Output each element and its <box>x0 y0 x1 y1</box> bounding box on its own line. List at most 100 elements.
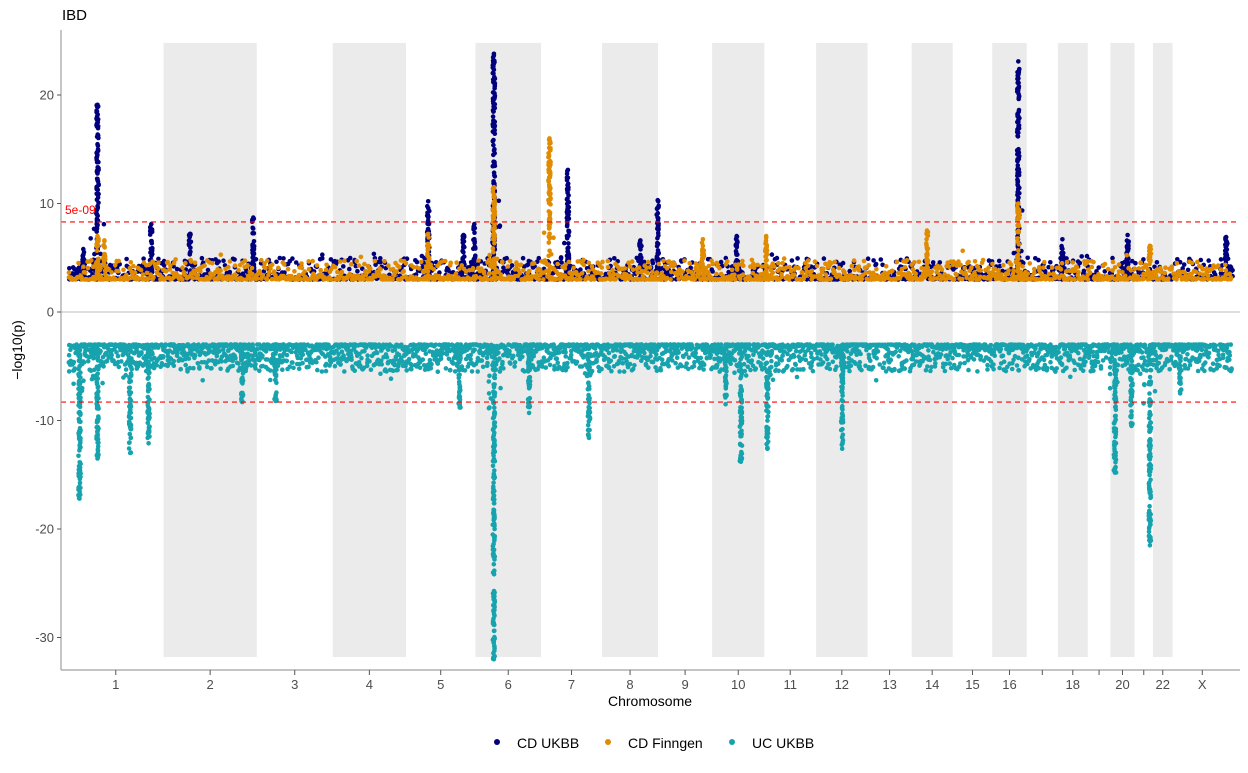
point-uc-ukbb <box>932 364 938 369</box>
point-uc-ukbb <box>947 361 953 366</box>
peak-point-uc-ukbb <box>457 394 463 400</box>
peak-point-uc-ukbb <box>727 354 733 359</box>
peak-point-uc-ukbb <box>587 415 593 421</box>
peak-point-uc-ukbb <box>1148 518 1154 524</box>
point-uc-ukbb <box>543 365 549 370</box>
peak-point-uc-ukbb <box>239 366 245 372</box>
point-uc-ukbb <box>230 363 236 369</box>
point-uc-ukbb <box>642 350 647 356</box>
point-uc-ukbb <box>1167 367 1172 372</box>
peak-point-uc-ukbb <box>1128 377 1133 383</box>
point-uc-ukbb <box>507 348 512 354</box>
point-uc-ukbb <box>1206 350 1212 356</box>
peak-point-uc-ukbb <box>1178 355 1183 361</box>
point-uc-ukbb <box>747 342 752 348</box>
point-cd-ukbb <box>67 266 72 271</box>
peak-point-uc-ukbb <box>1107 385 1113 391</box>
point-cd-ukbb <box>559 260 564 265</box>
point-uc-ukbb <box>985 362 990 368</box>
point-uc-ukbb <box>893 349 898 355</box>
peak-point-uc-ukbb <box>125 352 131 358</box>
point-uc-ukbb <box>1206 355 1211 360</box>
peak-point-uc-ukbb <box>94 349 100 355</box>
peak-point-uc-ukbb <box>492 420 498 425</box>
point-uc-ukbb <box>420 357 426 362</box>
peak-point-uc-ukbb <box>765 426 771 432</box>
peak-point-uc-ukbb <box>739 433 744 439</box>
point-uc-ukbb <box>399 355 404 361</box>
peak-point-uc-ukbb <box>491 374 497 380</box>
point-uc-ukbb <box>284 358 290 364</box>
peak-point-uc-ukbb <box>765 413 771 419</box>
point-uc-ukbb <box>219 359 224 364</box>
peak-point-uc-ukbb <box>242 342 247 348</box>
peak-point-uc-ukbb <box>240 354 245 359</box>
point-uc-ukbb <box>991 362 996 367</box>
point-cd-ukbb <box>347 255 353 261</box>
peak-point-uc-ukbb <box>492 628 497 634</box>
peak-point-uc-ukbb <box>1147 508 1152 514</box>
peak-point-uc-ukbb <box>127 363 133 368</box>
peak-point-uc-ukbb <box>76 395 82 401</box>
point-uc-ukbb <box>111 358 116 363</box>
peak-point-uc-ukbb <box>1135 342 1140 348</box>
point-uc-ukbb <box>794 374 800 380</box>
point-uc-ukbb <box>171 363 177 369</box>
point-uc-ukbb <box>874 356 879 361</box>
point-uc-ukbb <box>358 363 363 368</box>
point-uc-ukbb <box>1203 360 1208 365</box>
point-uc-ukbb <box>1094 355 1100 360</box>
peak-point-uc-ukbb <box>126 385 132 391</box>
point-uc-ukbb <box>438 356 444 362</box>
peak-top-uc-ukbb <box>1112 470 1118 475</box>
point-uc-ukbb <box>708 353 714 358</box>
peak-point-uc-ukbb <box>1148 495 1154 500</box>
peak-point-uc-ukbb <box>126 419 132 424</box>
peak-point-uc-ukbb <box>245 355 250 360</box>
point-uc-ukbb <box>500 362 505 367</box>
point-cd-ukbb <box>124 256 129 262</box>
point-uc-ukbb <box>265 357 270 362</box>
peak-point-uc-ukbb <box>840 417 846 423</box>
point-uc-ukbb <box>1142 342 1148 348</box>
peak-point-uc-ukbb <box>127 356 132 362</box>
point-uc-ukbb <box>287 364 293 370</box>
peak-point-uc-ukbb <box>146 413 152 419</box>
point-uc-ukbb <box>847 368 852 374</box>
point-uc-ukbb <box>413 352 418 358</box>
peak-top-uc-ukbb <box>77 496 82 501</box>
point-uc-ukbb <box>206 358 212 363</box>
peak-point-uc-ukbb <box>490 458 496 464</box>
peak-point-uc-ukbb <box>585 354 590 359</box>
point-uc-ukbb <box>362 348 367 354</box>
point-uc-ukbb <box>621 369 627 374</box>
peak-point-uc-ukbb <box>273 360 279 365</box>
point-uc-ukbb <box>779 358 785 363</box>
point-uc-ukbb <box>257 368 262 374</box>
point-uc-ukbb <box>1228 368 1234 374</box>
peak-point-uc-ukbb <box>1132 367 1137 373</box>
peak-point-uc-ukbb <box>95 450 101 456</box>
peak-point-uc-ukbb <box>94 394 100 399</box>
peak-point-uc-ukbb <box>1147 374 1153 380</box>
point-uc-ukbb <box>958 361 963 366</box>
point-uc-ukbb <box>101 343 107 349</box>
peak-point-uc-ukbb <box>486 391 492 396</box>
peak-point-uc-ukbb <box>1147 412 1152 417</box>
point-uc-ukbb <box>819 352 824 357</box>
peak-point-uc-ukbb <box>525 342 530 348</box>
point-uc-ukbb <box>1076 350 1081 356</box>
point-uc-ukbb <box>384 355 390 360</box>
peak-point-uc-ukbb <box>492 608 497 613</box>
point-uc-ukbb <box>881 360 887 366</box>
peak-point-uc-ukbb <box>278 346 284 352</box>
point-uc-ukbb <box>1138 371 1143 377</box>
peak-point-uc-ukbb <box>77 428 82 434</box>
peak-point-uc-ukbb <box>764 403 769 409</box>
point-uc-ukbb <box>1056 349 1061 355</box>
peak-point-uc-ukbb <box>96 414 101 419</box>
peak-point-uc-ukbb <box>271 353 276 359</box>
peak-point-uc-ukbb <box>764 441 769 447</box>
point-uc-ukbb <box>927 357 933 363</box>
point-uc-ukbb <box>85 358 91 364</box>
